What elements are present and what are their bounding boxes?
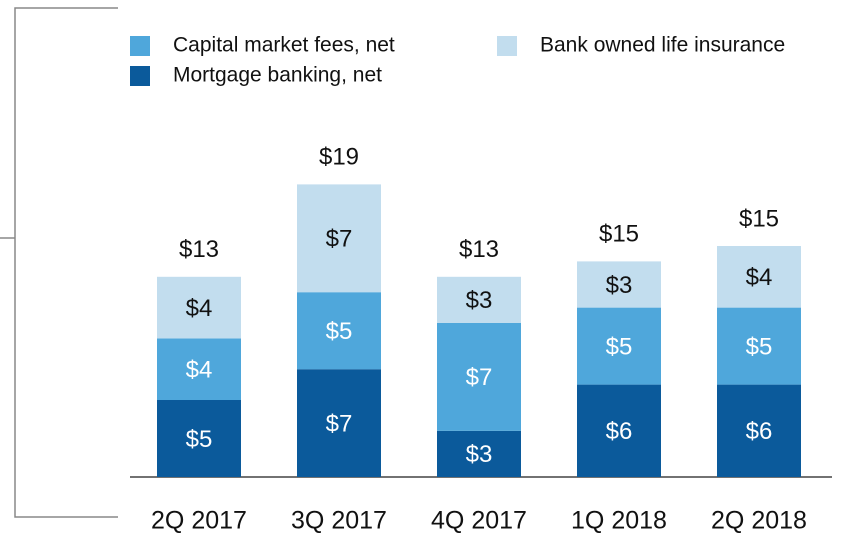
bar-segment [577, 384, 661, 477]
bar-segment [157, 400, 241, 477]
segment-label: $6 [746, 418, 773, 445]
bar-segment [717, 384, 801, 477]
segment-label: $3 [466, 287, 493, 314]
x-tick-label: 2Q 2017 [151, 507, 247, 533]
x-tick-label: 2Q 2018 [711, 507, 807, 533]
total-label: $13 [179, 236, 219, 263]
x-tick-label: 1Q 2018 [571, 507, 667, 533]
legend-label: Bank owned life insurance [540, 34, 785, 57]
legend-swatch [497, 36, 517, 56]
segment-label: $5 [326, 318, 353, 345]
total-label: $15 [739, 205, 779, 232]
bar-segment [437, 276, 521, 323]
bar-segment [717, 246, 801, 308]
bar-segment [437, 323, 521, 431]
bar-segment [297, 292, 381, 370]
x-tick-label: 3Q 2017 [291, 507, 387, 533]
bar-segment [717, 307, 801, 385]
total-label: $13 [459, 236, 499, 263]
segment-label: $6 [606, 418, 633, 445]
bar-segment [157, 276, 241, 339]
total-label: $19 [319, 144, 359, 171]
legend-label: Capital market fees, net [173, 34, 395, 57]
bar-segment [437, 430, 521, 477]
segment-label: $5 [606, 333, 633, 360]
legend-swatch [130, 36, 150, 56]
segment-label: $7 [466, 364, 493, 391]
segment-label: $7 [326, 226, 353, 253]
legend-label: Mortgage banking, net [173, 64, 382, 87]
segment-label: $3 [606, 272, 633, 299]
segment-label: $4 [186, 295, 213, 322]
segment-label: $4 [746, 264, 773, 291]
segment-label: $5 [746, 333, 773, 360]
x-tick-label: 4Q 2017 [431, 507, 527, 533]
bar-segment [297, 184, 381, 293]
bracket [0, 7, 118, 518]
segment-label: $7 [326, 410, 353, 437]
bar-segment [577, 307, 661, 385]
bar-segment [577, 261, 661, 308]
legend-swatch [130, 66, 150, 86]
bar-segment [157, 338, 241, 400]
bar-segment [297, 369, 381, 477]
total-label: $15 [599, 221, 639, 248]
segment-label: $3 [466, 441, 493, 468]
segment-label: $4 [186, 357, 213, 384]
segment-label: $5 [186, 426, 213, 453]
